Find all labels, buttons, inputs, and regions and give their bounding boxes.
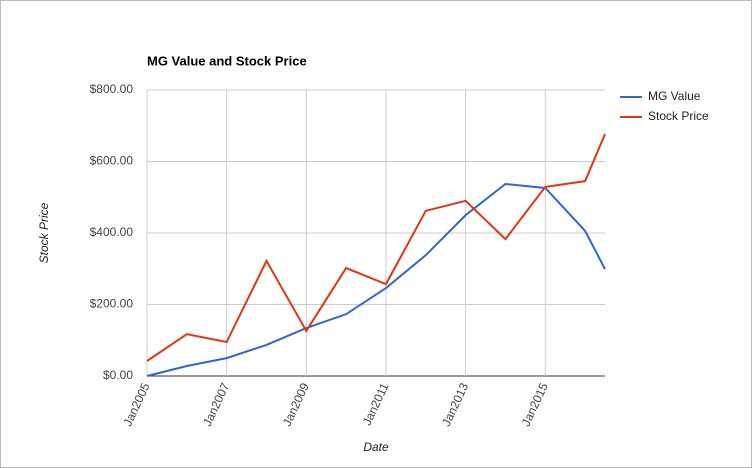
series-line xyxy=(146,133,606,362)
y-tick-label: $200.00 xyxy=(90,297,134,311)
y-tick-label: $400.00 xyxy=(90,225,134,239)
y-axis-label: Stock Price xyxy=(37,202,51,263)
x-axis-label: Date xyxy=(363,440,389,454)
legend-label: MG Value xyxy=(648,89,701,103)
y-tick-label: $800.00 xyxy=(90,82,134,96)
chart-title: MG Value and Stock Price xyxy=(147,53,307,68)
y-tick-label: $0.00 xyxy=(103,368,133,382)
legend-label: Stock Price xyxy=(648,109,709,123)
y-tick-label: $600.00 xyxy=(90,154,134,168)
